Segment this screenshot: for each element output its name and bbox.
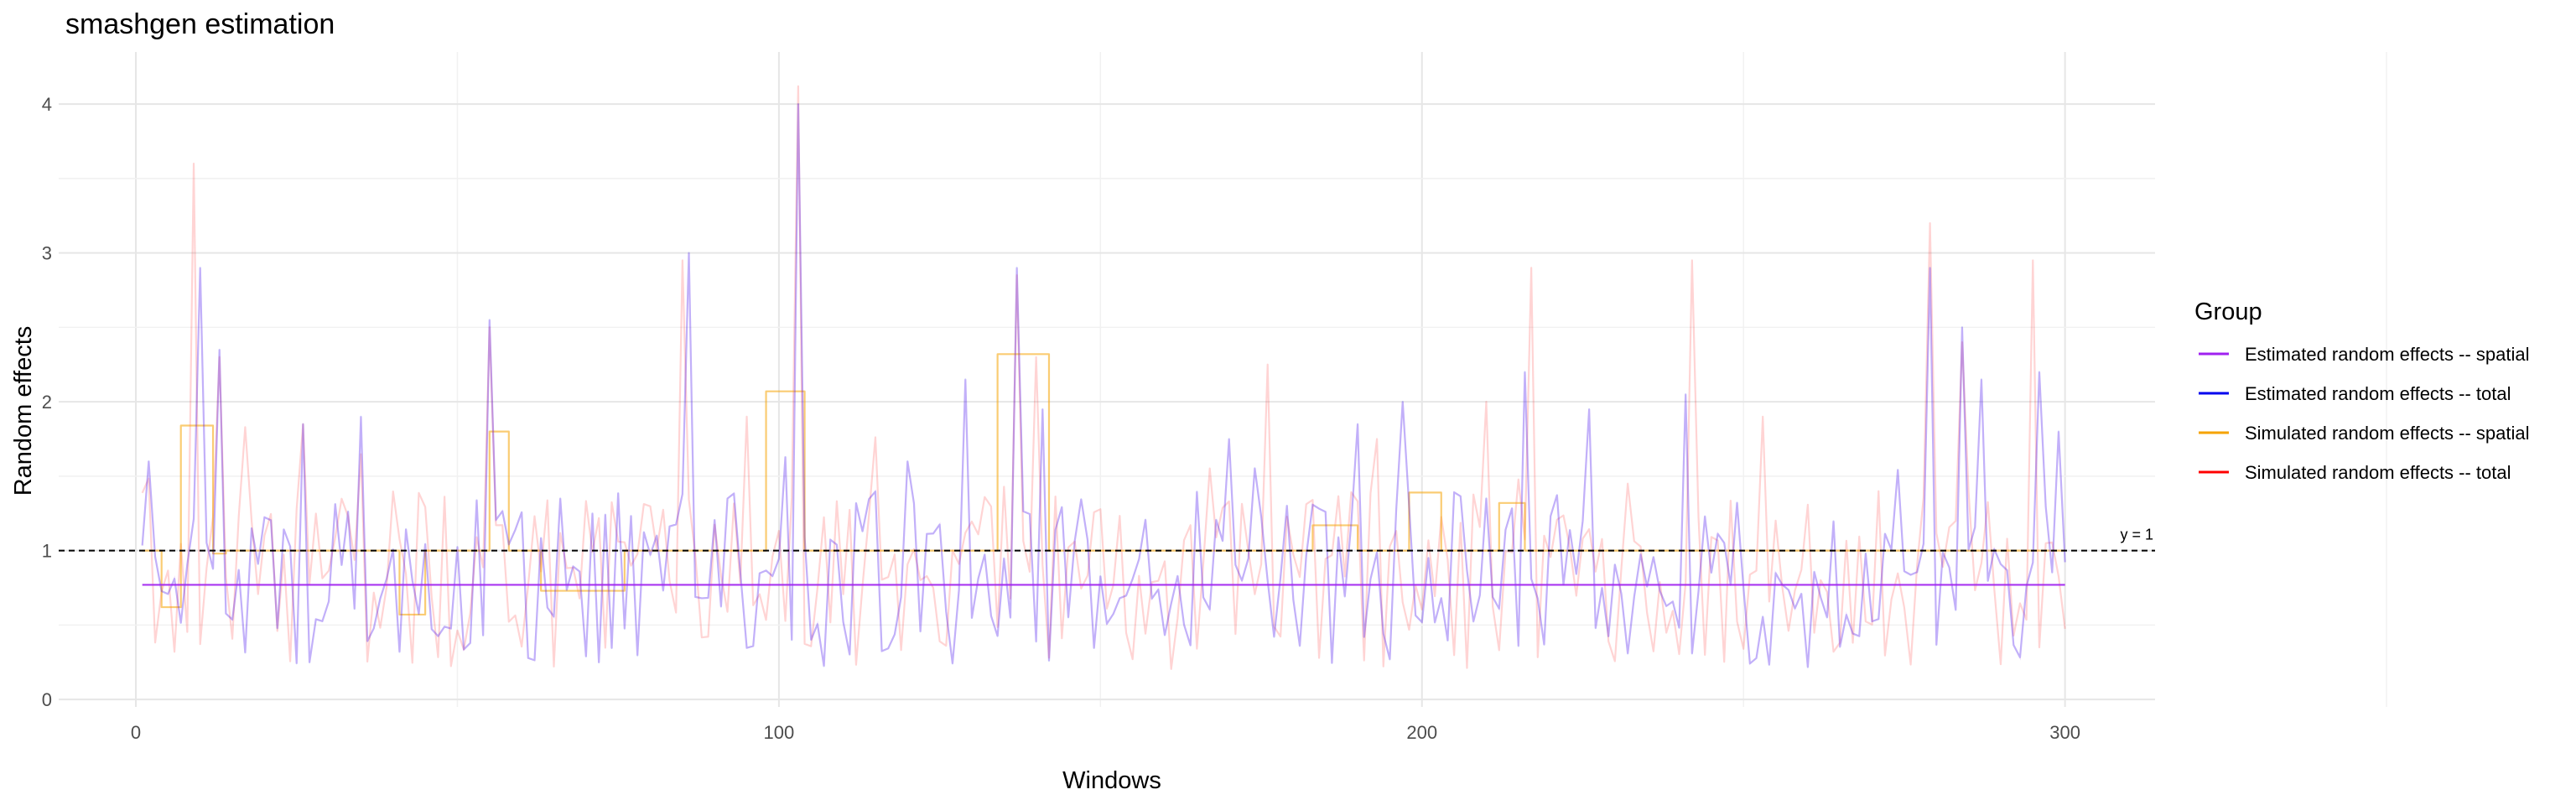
legend-label-3: Simulated random effects -- spatial bbox=[2245, 423, 2530, 444]
x-tick-label: 300 bbox=[2049, 722, 2080, 743]
legend-label-1: Estimated random effects -- spatial bbox=[2245, 344, 2530, 365]
x-tick-label: 0 bbox=[131, 722, 141, 743]
legend-label-4: Simulated random effects -- total bbox=[2245, 462, 2511, 483]
series-line-2-overlay bbox=[141, 104, 2066, 667]
legend-title: Group bbox=[2194, 299, 2262, 325]
y-tick-label: 3 bbox=[42, 243, 52, 264]
reference-line-group: y = 1 bbox=[59, 527, 2155, 552]
chart-title: smashgen estimation bbox=[65, 8, 335, 40]
y-tick-label: 4 bbox=[42, 94, 52, 115]
series-layer bbox=[141, 85, 2066, 670]
series-line-4 bbox=[141, 85, 2066, 670]
series-line-2 bbox=[141, 103, 2066, 668]
x-tick-label: 200 bbox=[1406, 722, 1437, 743]
reference-line-label: y = 1 bbox=[2120, 527, 2153, 543]
y-tick-label: 0 bbox=[42, 689, 52, 710]
legend: Group Estimated random effects -- spatia… bbox=[2194, 299, 2530, 483]
y-axis-label: Random effects bbox=[10, 326, 37, 496]
y-tick-label: 2 bbox=[42, 392, 52, 413]
legend-label-2: Estimated random effects -- total bbox=[2245, 383, 2511, 404]
tick-labels: 0 100 200 300 0 1 2 3 4 bbox=[42, 94, 2080, 743]
y-tick-label: 1 bbox=[42, 541, 52, 562]
x-axis-label: Windows bbox=[1062, 767, 1161, 794]
x-tick-label: 100 bbox=[764, 722, 795, 743]
